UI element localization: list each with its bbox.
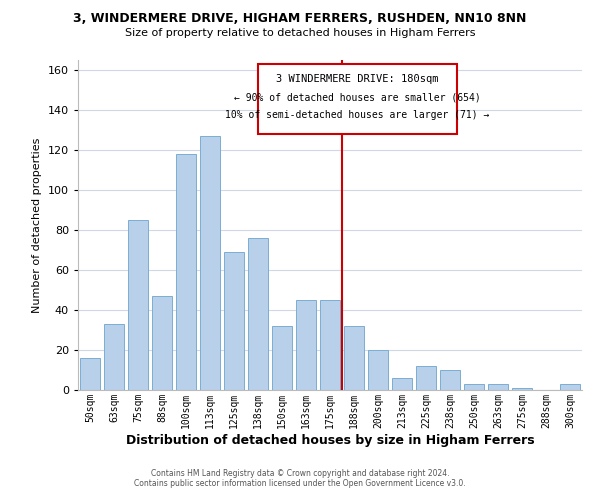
- Bar: [560, 384, 580, 390]
- Bar: [104, 324, 124, 390]
- FancyBboxPatch shape: [258, 64, 457, 134]
- Bar: [224, 252, 244, 390]
- Bar: [464, 384, 484, 390]
- Bar: [368, 350, 388, 390]
- Bar: [272, 326, 292, 390]
- Bar: [392, 378, 412, 390]
- Text: Contains HM Land Registry data © Crown copyright and database right 2024.: Contains HM Land Registry data © Crown c…: [151, 468, 449, 477]
- Text: Size of property relative to detached houses in Higham Ferrers: Size of property relative to detached ho…: [125, 28, 475, 38]
- Text: Contains public sector information licensed under the Open Government Licence v3: Contains public sector information licen…: [134, 478, 466, 488]
- Text: 3 WINDERMERE DRIVE: 180sqm: 3 WINDERMERE DRIVE: 180sqm: [277, 74, 439, 84]
- Bar: [488, 384, 508, 390]
- Bar: [440, 370, 460, 390]
- Bar: [176, 154, 196, 390]
- Bar: [296, 300, 316, 390]
- Bar: [80, 358, 100, 390]
- X-axis label: Distribution of detached houses by size in Higham Ferrers: Distribution of detached houses by size …: [125, 434, 535, 446]
- Bar: [320, 300, 340, 390]
- Bar: [416, 366, 436, 390]
- Text: 3, WINDERMERE DRIVE, HIGHAM FERRERS, RUSHDEN, NN10 8NN: 3, WINDERMERE DRIVE, HIGHAM FERRERS, RUS…: [73, 12, 527, 26]
- Bar: [152, 296, 172, 390]
- Bar: [248, 238, 268, 390]
- Text: 10% of semi-detached houses are larger (71) →: 10% of semi-detached houses are larger (…: [226, 110, 490, 120]
- Bar: [512, 388, 532, 390]
- Y-axis label: Number of detached properties: Number of detached properties: [32, 138, 42, 312]
- Bar: [344, 326, 364, 390]
- Bar: [200, 136, 220, 390]
- Bar: [128, 220, 148, 390]
- Text: ← 90% of detached houses are smaller (654): ← 90% of detached houses are smaller (65…: [234, 92, 481, 102]
